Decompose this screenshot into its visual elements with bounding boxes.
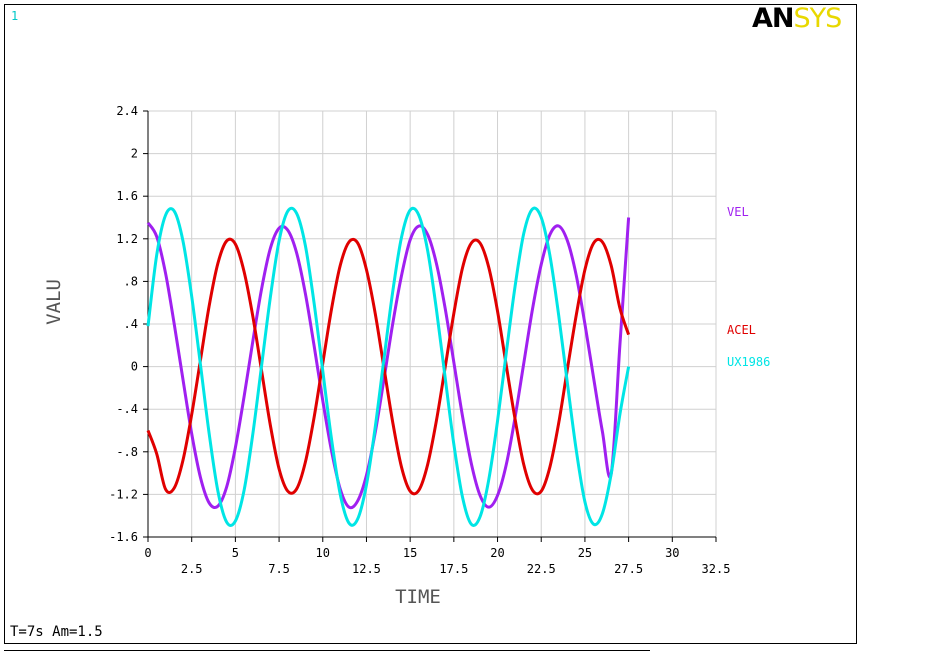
y-tick-label: 1.6 xyxy=(116,189,138,203)
legend-label-vel: VEL xyxy=(727,205,749,219)
window-number-label: 1 xyxy=(11,9,19,23)
x-tick-label: 30 xyxy=(665,546,679,560)
y-tick-label: 1.2 xyxy=(116,232,138,246)
x-tick-label: 7.5 xyxy=(268,562,290,576)
x-tick-label: 17.5 xyxy=(439,562,468,576)
legend-label-ux1986: UX1986 xyxy=(727,355,770,369)
x-tick-label: 27.5 xyxy=(614,562,643,576)
x-tick-label: 0 xyxy=(144,546,151,560)
series-line-vel xyxy=(146,217,631,510)
x-tick-label: 15 xyxy=(403,546,417,560)
graphics-window-frame xyxy=(4,4,857,644)
y-tick-label: 2 xyxy=(131,147,138,161)
y-tick-label: -.8 xyxy=(116,445,138,459)
y-tick-label: -1.6 xyxy=(109,530,138,544)
prompt-separator-line xyxy=(4,650,650,651)
series-line-acel xyxy=(146,237,631,496)
legend-label-acel: ACEL xyxy=(727,323,756,337)
x-axis-label: TIME xyxy=(395,586,441,608)
status-footer: T=7s Am=1.5 xyxy=(10,624,103,640)
x-tick-label: 12.5 xyxy=(352,562,381,576)
y-tick-label: 0 xyxy=(131,360,138,374)
x-tick-label: 32.5 xyxy=(702,562,731,576)
y-axis-label: VALU xyxy=(43,279,65,325)
x-tick-label: 5 xyxy=(232,546,239,560)
y-tick-label: .4 xyxy=(124,317,138,331)
x-tick-label: 10 xyxy=(316,546,330,560)
y-tick-label: .8 xyxy=(124,274,138,288)
series-line-ux1986 xyxy=(146,206,631,527)
x-tick-label: 2.5 xyxy=(181,562,203,576)
y-tick-label: 2.4 xyxy=(116,104,138,118)
x-tick-label: 22.5 xyxy=(527,562,556,576)
x-tick-label: 20 xyxy=(490,546,504,560)
y-tick-label: -.4 xyxy=(116,402,138,416)
ansys-logo: ANSYS xyxy=(752,3,842,34)
y-tick-label: -1.2 xyxy=(109,487,138,501)
x-tick-label: 25 xyxy=(578,546,592,560)
